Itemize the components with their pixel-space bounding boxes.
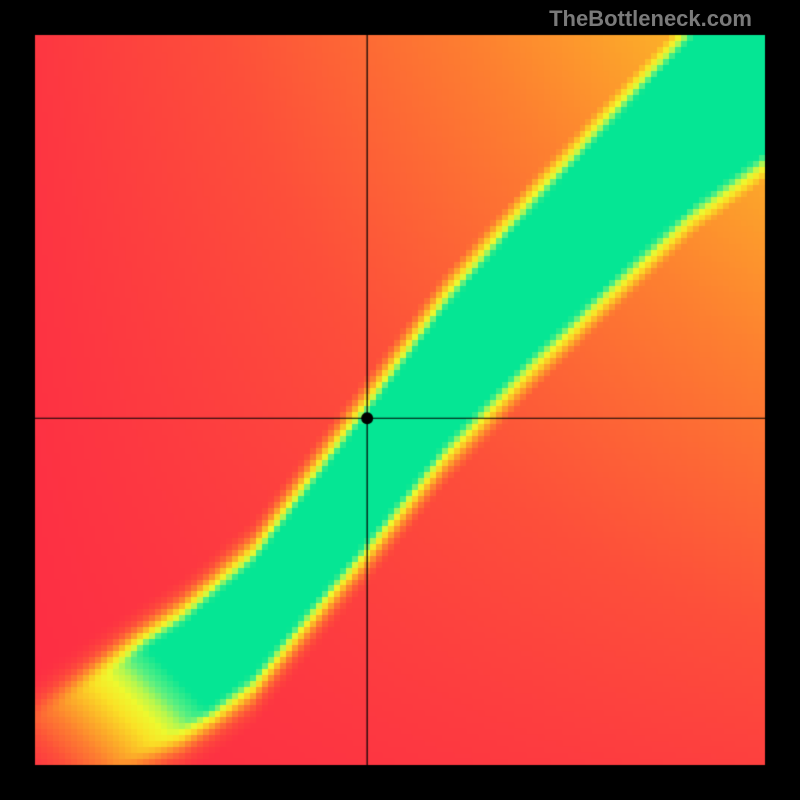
heatmap-canvas bbox=[0, 0, 800, 800]
watermark-text: TheBottleneck.com bbox=[549, 6, 752, 32]
